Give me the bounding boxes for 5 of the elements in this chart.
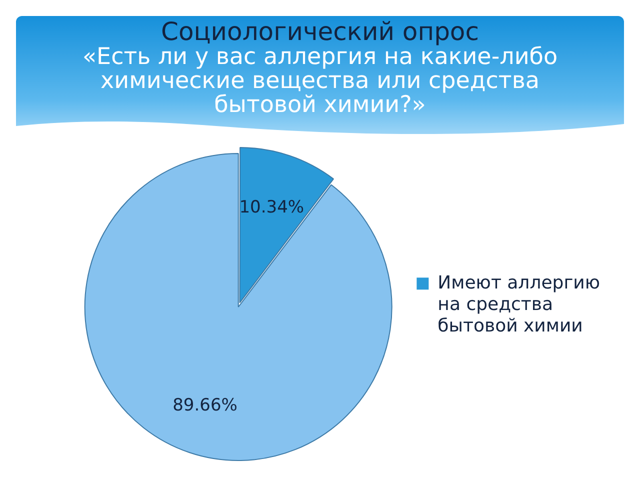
data-label: 10.34% [239,198,304,218]
legend-label: Имеют аллергию на средства бытовой химии [438,272,600,336]
chart-subtitle: «Есть ли у вас аллергия на какие-либо химические вещества или средства бытовой химии?» [81,44,559,118]
data-label: 89.66% [172,395,238,416]
chart-title: Социологический опрос [160,17,480,46]
